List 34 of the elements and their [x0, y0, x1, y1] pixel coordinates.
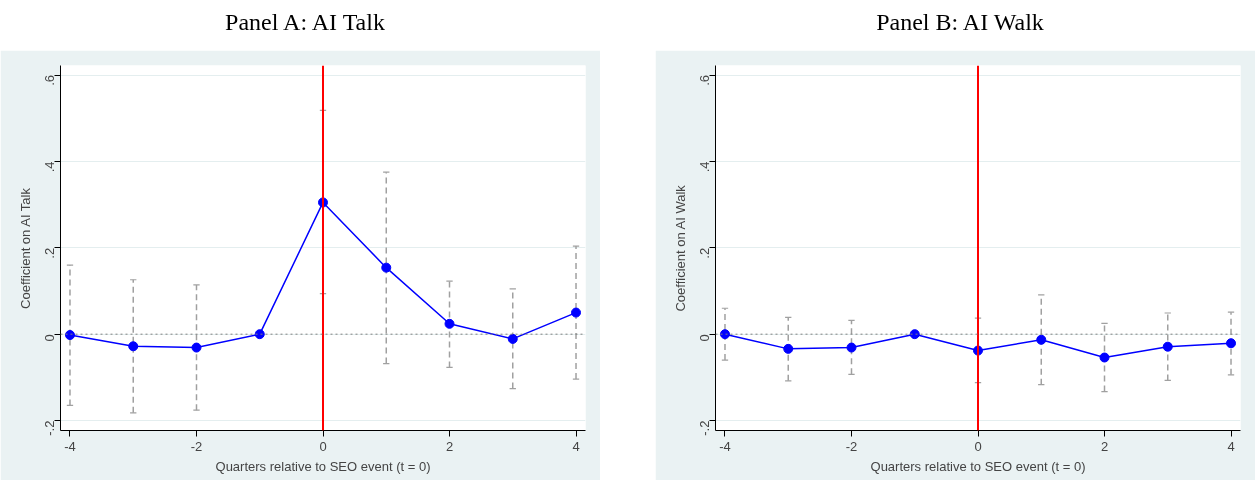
y-tick-label: .6	[42, 75, 57, 86]
point	[1099, 352, 1110, 363]
point	[1162, 341, 1173, 352]
y-tick-label: .2	[697, 247, 712, 259]
y-tick-label: 0	[697, 334, 712, 342]
x-tick-label: -4	[719, 438, 731, 454]
x-axis-title: Quarters relative to SEO event (t = 0)	[215, 458, 431, 474]
x-tick-label: -2	[190, 438, 203, 454]
x-tick-label: 4	[572, 438, 580, 454]
y-axis-title: Coefficient on AI Walk	[672, 184, 688, 312]
x-tick-label: -2	[845, 438, 858, 454]
y-tick-label: -.2	[697, 420, 712, 436]
point	[719, 329, 730, 340]
x-tick-label: 0	[319, 438, 327, 454]
y-tick-label: .4	[42, 161, 57, 173]
x-tick-label: 4	[1227, 438, 1235, 454]
x-axis-title: Quarters relative to SEO event (t = 0)	[870, 458, 1086, 474]
x-tick-label: -4	[64, 438, 76, 454]
point	[1036, 334, 1047, 345]
x-tick-label: 2	[445, 438, 454, 454]
y-axis-title: Coefficient on AI Talk	[17, 187, 33, 309]
point	[1226, 338, 1237, 349]
y-tick-label: 0	[42, 334, 57, 342]
chart-title: Panel B: AI Walk	[876, 8, 1044, 37]
x-tick-label: 2	[1100, 438, 1109, 454]
y-tick-label: -.2	[42, 420, 57, 436]
point	[846, 342, 857, 353]
y-tick-label: .2	[42, 247, 57, 259]
chart-title: Panel A: AI Talk	[225, 8, 385, 37]
point	[909, 329, 920, 340]
y-tick-label: .6	[697, 75, 712, 86]
x-tick-label: 0	[974, 438, 982, 454]
point	[783, 343, 794, 354]
y-tick-label: .4	[697, 161, 712, 173]
